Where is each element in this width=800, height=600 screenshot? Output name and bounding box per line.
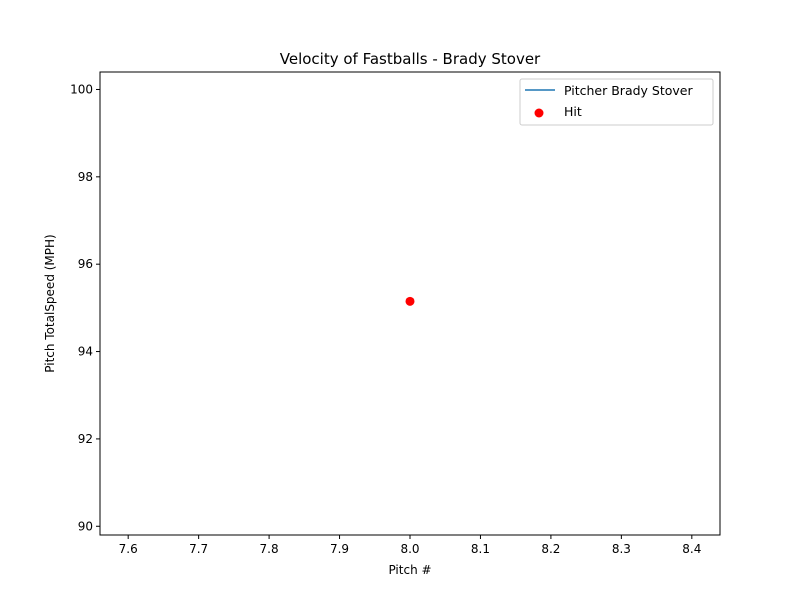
legend: Pitcher Brady Stover Hit [519,78,714,126]
x-tick-label: 7.6 [119,542,138,556]
y-tick-label: 100 [70,82,93,96]
x-tick-label: 8.1 [471,542,490,556]
y-axis-label: Pitch TotalSpeed (MPH) [43,234,57,372]
y-tick-label: 94 [78,345,93,359]
x-axis-label: Pitch # [388,563,431,577]
hit-point [405,296,415,306]
x-tick-label: 8.4 [682,542,701,556]
x-tick-label: 7.9 [330,542,349,556]
x-tick-label: 7.8 [260,542,279,556]
legend-label-scatter: Hit [564,104,582,119]
plot-frame [99,71,721,536]
legend-marker-swatch [534,108,544,118]
y-tick-label: 90 [78,519,93,533]
x-tick-label: 8.3 [612,542,631,556]
x-tick-label: 8.2 [541,542,560,556]
legend-label-line: Pitcher Brady Stover [564,83,693,98]
plot-marks [405,296,415,306]
legend-box [519,78,714,126]
chart-title: Velocity of Fastballs - Brady Stover [280,50,541,68]
y-tick-label: 92 [78,432,93,446]
x-tick-label: 8.0 [400,542,419,556]
y-tick-label: 98 [78,170,93,184]
x-axis-ticks: 7.6 7.7 7.8 7.9 8.0 8.1 8.2 8.3 8.4 [119,535,701,556]
y-tick-label: 96 [78,257,93,271]
x-tick-label: 7.7 [189,542,208,556]
y-axis-ticks: 90 92 94 96 98 100 [70,82,100,533]
